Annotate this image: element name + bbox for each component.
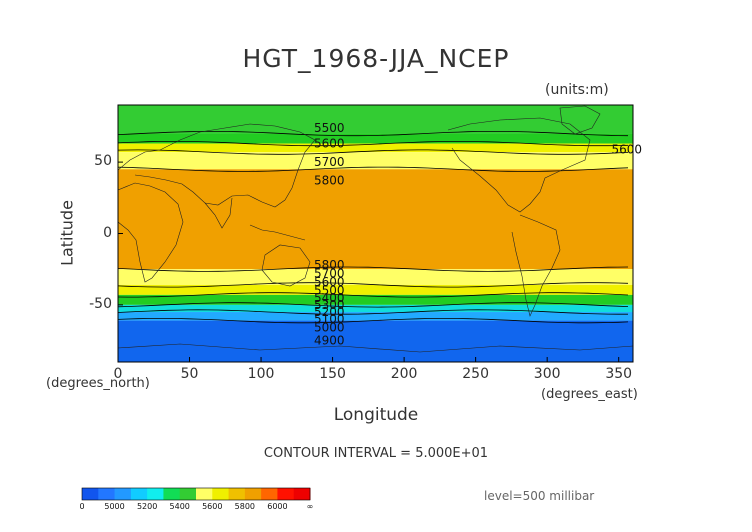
colorbar-swatch-0 xyxy=(82,488,99,500)
contour-bands xyxy=(118,105,633,362)
colorbar-swatch-2 xyxy=(114,488,132,500)
x-tick-label: 50 xyxy=(180,366,199,382)
x-tick-label: 350 xyxy=(605,366,633,382)
x-tick-label: 100 xyxy=(247,366,275,382)
colorbar-label: 5400 xyxy=(169,502,190,511)
band-4 xyxy=(118,169,633,270)
x-tick-label: 0 xyxy=(113,366,123,382)
x-tick-label: 300 xyxy=(533,366,561,382)
contour-line-7 xyxy=(117,302,629,308)
colorbar-swatch-7 xyxy=(196,488,213,500)
y-tick-label: -50 xyxy=(89,295,112,312)
contour-label-10: 5300 xyxy=(314,298,345,312)
contour-line-8 xyxy=(117,309,628,315)
y-tick-label: 0 xyxy=(103,224,112,241)
contour-label-1: 5600 xyxy=(314,137,345,151)
contour-line-1 xyxy=(117,141,629,147)
continent-outlines xyxy=(117,105,634,353)
colorbar-swatch-1 xyxy=(98,488,116,500)
contour-label-9: 5400 xyxy=(314,291,345,305)
eurasia-outline xyxy=(117,123,316,208)
contour-line-3 xyxy=(117,166,629,172)
colorbar-swatch-11 xyxy=(261,488,278,500)
colorbar-label: 0 xyxy=(79,502,85,511)
contour-label-4: 5800 xyxy=(314,174,345,188)
contour-label-2: 5600 xyxy=(612,142,643,156)
colorbar-swatch-12 xyxy=(277,488,295,500)
band-9 xyxy=(118,312,633,321)
contour-label-3: 5700 xyxy=(314,155,345,169)
colorbar-label: 5600 xyxy=(202,502,223,511)
colorbar-label: 5800 xyxy=(234,502,256,511)
contour-line-2 xyxy=(117,149,629,155)
contour-interval-label: CONTOUR INTERVAL = 5.000E+01 xyxy=(263,446,489,461)
africa-outline xyxy=(117,182,184,283)
contour-label-13: 5000 xyxy=(314,321,345,335)
colorbar-swatch-3 xyxy=(130,488,148,500)
australia-outline xyxy=(261,244,311,287)
band-6 xyxy=(118,284,633,295)
band-5 xyxy=(118,269,633,285)
contour-label-14: 4900 xyxy=(314,334,345,348)
contour-line-6 xyxy=(117,292,629,298)
contour-line-4 xyxy=(117,266,629,272)
indonesia-outline xyxy=(249,224,306,241)
colorbar-swatch-13 xyxy=(293,488,311,500)
antarctica-outline xyxy=(117,343,634,353)
colorbar-swatch-9 xyxy=(228,488,246,500)
band-7 xyxy=(118,294,633,305)
colorbar-label: 6000 xyxy=(267,502,288,511)
y-tick-label: 50 xyxy=(94,153,112,170)
axis-ticks xyxy=(117,161,620,362)
colorbar-label: ∞ xyxy=(306,502,314,511)
band-2 xyxy=(118,143,633,153)
x-tick-label: 150 xyxy=(319,366,346,382)
greenland-outline xyxy=(559,105,601,135)
colorbar-swatch-5 xyxy=(163,488,181,500)
y-unit-label: (degrees_north) xyxy=(46,376,150,391)
contour-label-0: 5500 xyxy=(314,121,345,135)
contour-label-7: 5600 xyxy=(314,275,345,289)
contour-label-5: 5800 xyxy=(314,258,345,272)
band-0 xyxy=(118,105,633,134)
band-1 xyxy=(118,133,633,144)
colorbar-label: 5000 xyxy=(104,502,125,511)
india-outline xyxy=(204,197,233,229)
south-america-outline xyxy=(511,214,561,317)
colorbar-swatch-4 xyxy=(147,488,164,500)
band-10 xyxy=(118,320,633,362)
x-tick-label: 250 xyxy=(462,366,489,382)
map-title: HGT_1968-JJA_NCEP xyxy=(242,44,510,73)
north-america-outline xyxy=(447,117,591,213)
contour-label-8: 5500 xyxy=(314,284,345,298)
colorbar-swatch-8 xyxy=(212,488,230,500)
x-tick-label: 200 xyxy=(390,366,418,382)
colorbar xyxy=(81,487,311,501)
band-3 xyxy=(118,152,633,170)
level-label: level=500 millibar xyxy=(484,489,595,503)
colorbar-swatch-6 xyxy=(179,488,197,500)
colorbar-swatch-10 xyxy=(244,488,262,500)
contour-label-6: 5700 xyxy=(314,266,345,280)
contour-label-11: 5200 xyxy=(314,305,345,319)
units-label: (units:m) xyxy=(545,82,609,98)
contour-label-12: 5100 xyxy=(314,312,345,326)
x-axis-label: Longitude xyxy=(333,405,419,425)
contour-line-9 xyxy=(117,318,629,324)
band-8 xyxy=(118,304,633,313)
colorbar-label: 5200 xyxy=(136,502,158,511)
x-unit-label: (degrees_east) xyxy=(541,387,638,402)
colorbar-frame xyxy=(81,487,311,501)
